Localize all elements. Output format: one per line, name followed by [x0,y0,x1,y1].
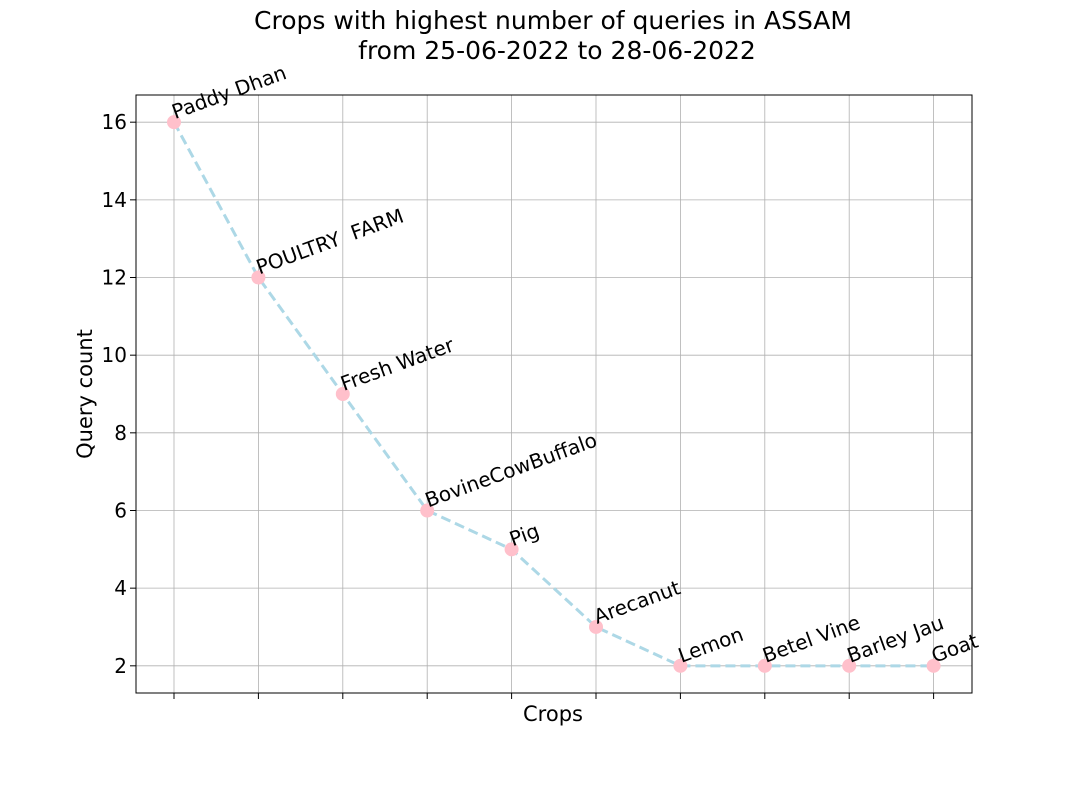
data-point-label: Barley Jau [844,610,947,667]
y-tick-label: 2 [114,654,127,678]
data-point [926,658,941,673]
data-point [673,658,688,673]
data-point [504,542,519,557]
y-tick-label: 16 [102,110,127,134]
data-series [167,115,941,673]
data-point [842,658,857,673]
series-line [172,121,934,668]
data-point-label: BovineCowBuffalo [422,428,600,513]
data-point-label: Lemon [675,622,747,668]
data-point-label: Betel Vine [759,610,863,667]
data-point-label: Fresh Water [337,332,457,395]
data-point-label: Paddy Dhan [169,60,290,124]
y-tick-label: 14 [102,188,127,212]
axis-ticks: 2 4 6 8 10 12 14 16 [102,110,935,699]
chart-subtitle: from 25-06-2022 to 28-06-2022 [358,36,756,65]
data-point [757,658,772,673]
y-tick-label: 8 [114,421,127,445]
data-point [420,503,435,518]
x-axis-label: Crops [523,702,583,726]
data-point [335,387,350,401]
chart-title: Crops with highest number of queries in … [254,6,852,35]
y-tick-label: 12 [102,266,127,290]
data-point [167,115,181,130]
data-point [589,619,603,634]
data-point [251,270,266,285]
data-point-label: POULTRY FARM [253,204,407,280]
y-tick-label: 4 [114,576,127,600]
data-point-label: Arecanut [591,575,684,628]
grid-lines [136,95,972,693]
y-axis-label: Query count [73,329,97,459]
point-labels: Paddy Dhan POULTRY FARM Fresh Water BovineC… [169,60,982,667]
y-tick-label: 6 [114,498,127,522]
y-tick-label: 10 [102,343,127,367]
plot-area [135,94,973,694]
